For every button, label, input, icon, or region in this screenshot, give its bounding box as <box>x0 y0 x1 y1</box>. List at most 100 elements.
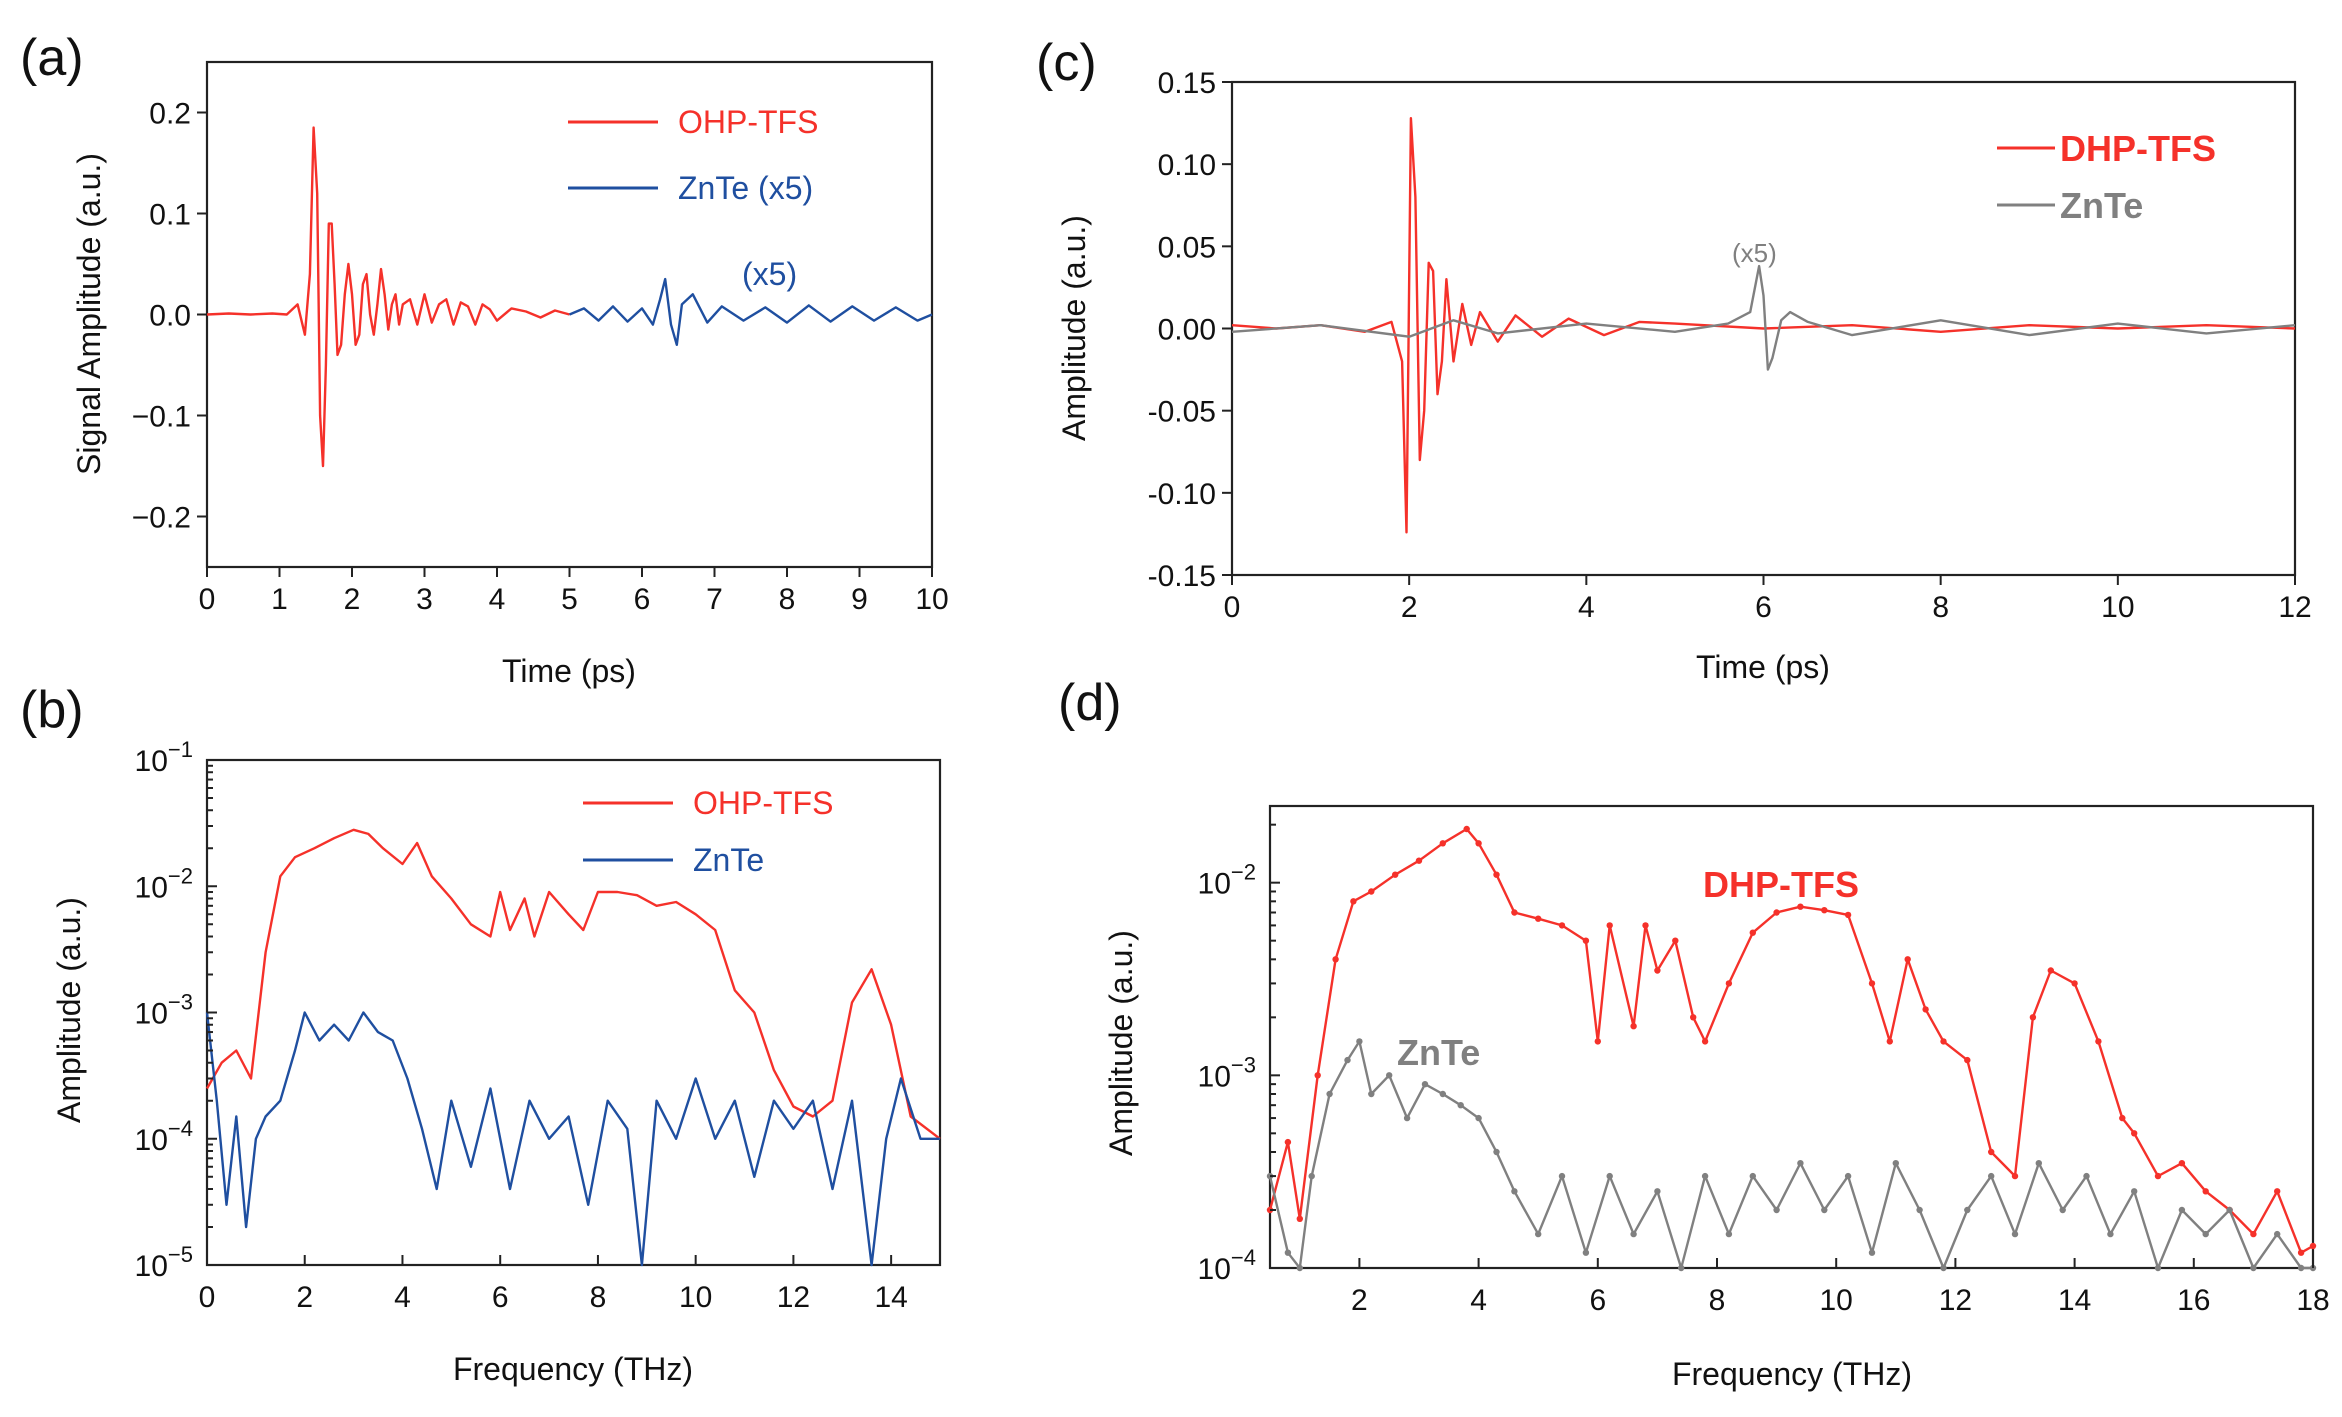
panel-d-point <box>1773 1206 1780 1214</box>
panel-d-point <box>1988 1148 1995 1156</box>
panel-d-point <box>1964 1206 1971 1214</box>
panel-d-point <box>1797 903 1804 910</box>
panel-d-point <box>2178 1160 2186 1167</box>
panel-d-y-ticks: 10−4 10−3 10−2 <box>1198 823 1280 1286</box>
panel-b-y-tick-label: 10−3 <box>135 990 193 1031</box>
panel-d-point <box>1630 1230 1637 1238</box>
panel-b-x-label: Frequency (THz) <box>453 1351 693 1387</box>
panel-b-x-tick-label: 4 <box>394 1281 411 1314</box>
panel-d-point <box>1421 1081 1429 1088</box>
panel-d-point <box>1475 1114 1482 1122</box>
panel-d-point <box>1606 1172 1613 1180</box>
panel-a-legend: OHP-TFS ZnTe (x5) <box>568 104 818 206</box>
panel-a-y-tick-label: 0.1 <box>149 199 191 232</box>
panel-c-legend-znte: ZnTe <box>2060 185 2143 226</box>
panel-b-frame <box>205 758 942 1267</box>
panel-b-y-tick-label: 10−5 <box>135 1242 193 1283</box>
panel-a-series-znte-x5 <box>569 277 933 346</box>
panel-a-series <box>206 126 933 468</box>
panel-d-point <box>1582 1249 1590 1256</box>
panel-d-point <box>1749 1172 1757 1180</box>
panel-b-x-tick-label: 6 <box>492 1281 509 1314</box>
panel-c-y-tick-label: -0.10 <box>1148 478 1216 511</box>
panel-d-point <box>1940 1038 1947 1045</box>
panel-d-series <box>1266 825 2317 1272</box>
panel-c-x-tick-label: 10 <box>2101 591 2134 624</box>
panel-d-point <box>1493 871 1500 878</box>
panel-d-point <box>1511 909 1518 916</box>
panel-d-point <box>1308 1172 1315 1180</box>
panel-d-point <box>1535 915 1542 922</box>
panel-d-point <box>2154 1172 2162 1180</box>
panel-d-point <box>1356 1038 1363 1045</box>
panel-d-point <box>1332 956 1339 963</box>
panel-a-x-tick-label: 1 <box>271 583 288 616</box>
panel-b-x-ticks: 0 2 4 6 8 10 12 14 <box>199 1255 908 1314</box>
panel-d-point <box>1630 1022 1637 1030</box>
panel-c-y-tick-label: -0.05 <box>1148 396 1216 429</box>
panel-a-x-tick-label: 3 <box>416 583 433 616</box>
panel-a-legend-ohp: OHP-TFS <box>678 104 818 140</box>
panel-d-point <box>1368 888 1375 895</box>
panel-b-y-tick-label: 10−1 <box>135 737 193 778</box>
panel-d-point <box>1904 956 1911 963</box>
panel-d-point <box>1457 1102 1464 1109</box>
panel-d-point <box>1463 825 1470 833</box>
panel-c-x-tick-label: 6 <box>1755 591 1772 624</box>
panel-d-point <box>2011 1172 2019 1180</box>
panel-d-point <box>1844 1172 1852 1180</box>
panel-d-point <box>2309 1242 2317 1250</box>
panel-d-point <box>1606 922 1613 929</box>
panel-a-x-tick-label: 7 <box>706 583 723 616</box>
panel-a-y-tick-label: −0.2 <box>132 502 191 535</box>
panel-a-letter: (a) <box>20 29 84 87</box>
panel-b-series-ohp-tfs <box>205 828 941 1140</box>
panel-a-y-tick-label: 0.0 <box>149 300 191 333</box>
panel-d-point <box>1392 871 1399 878</box>
panel-d: (d) 2 4 6 8 10 12 14 16 18 10−4 10−3 10−2 Frequenc… <box>1058 674 2330 1392</box>
panel-d-x-tick-label: 12 <box>1939 1284 1972 1317</box>
panel-d-letter: (d) <box>1058 674 1122 732</box>
panel-d-point <box>1797 1160 1804 1167</box>
panel-b: (b) 0 2 4 6 8 10 12 14 10−5 10−4 10−3 10−2 10−1 Fre… <box>20 681 942 1387</box>
panel-d-point <box>2035 1160 2043 1167</box>
panel-a-y-tick-label: −0.1 <box>132 401 191 434</box>
panel-d-x-label: Frequency (THz) <box>1672 1356 1912 1392</box>
panel-a-y-tick-label: 0.2 <box>149 98 191 131</box>
panel-d-point <box>2119 1114 2126 1122</box>
panel-d-point <box>1886 1038 1894 1045</box>
panel-d-point <box>2297 1264 2305 1272</box>
panel-c-y-tick-label: 0.00 <box>1158 314 1216 347</box>
panel-d-point <box>1988 1172 1995 1180</box>
panel-d-point <box>2071 980 2078 987</box>
panel-a-x-tick-label: 10 <box>915 583 948 616</box>
panel-d-point <box>2250 1230 2257 1238</box>
panel-d-point <box>1642 922 1649 929</box>
panel-d-point <box>1773 909 1780 916</box>
panel-b-x-tick-label: 10 <box>679 1281 712 1314</box>
panel-d-y-label: Amplitude (a.u.) <box>1103 930 1139 1156</box>
panel-d-legend-znte: ZnTe <box>1397 1032 1480 1073</box>
panel-c-legend: DHP-TFS ZnTe <box>1997 128 2216 226</box>
panel-c-series-dhp-tfs <box>1231 116 2296 534</box>
panel-d-series-znte <box>1268 1040 2313 1270</box>
panel-d-point <box>1654 1188 1661 1195</box>
panel-c-x-ticks: 0 2 4 6 8 10 12 <box>1224 575 2312 624</box>
panel-c-annotation-x5: (x5) <box>1732 238 1777 268</box>
panel-d-point <box>2107 1230 2114 1238</box>
panel-c-y-tick-label: 0.10 <box>1158 149 1216 182</box>
panel-d-point <box>2154 1264 2162 1272</box>
panel-a-x-ticks: 0 1 2 3 4 5 6 7 8 9 10 <box>199 567 949 616</box>
panel-a-x-tick-label: 9 <box>851 583 868 616</box>
panel-d-point <box>2274 1188 2281 1195</box>
panel-d-point <box>1868 1249 1876 1256</box>
panel-d-point <box>1344 1056 1351 1064</box>
panel-c-x-label: Time (ps) <box>1696 649 1830 685</box>
panel-d-point <box>1386 1072 1393 1079</box>
panel-d-point <box>1326 1090 1333 1098</box>
panel-d-point <box>1749 929 1757 936</box>
panel-b-x-tick-label: 2 <box>296 1281 313 1314</box>
panel-b-x-tick-label: 12 <box>777 1281 810 1314</box>
panel-a-legend-znte: ZnTe (x5) <box>678 170 813 206</box>
panel-d-point <box>1844 911 1852 919</box>
